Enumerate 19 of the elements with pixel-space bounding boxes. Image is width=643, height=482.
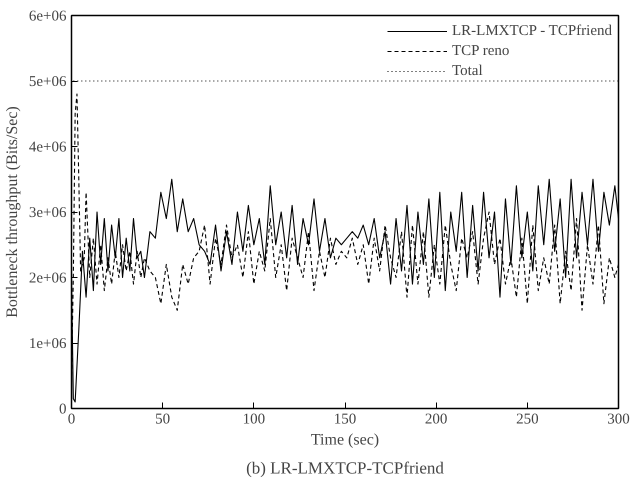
x-tick-label: 50: [155, 412, 170, 428]
x-tick-label: 300: [607, 412, 630, 428]
legend-label: LR-LMXTCP - TCPfriend: [452, 22, 612, 40]
y-tick-label: 5e+06: [28, 74, 67, 90]
x-tick-label: 100: [242, 412, 266, 428]
x-tick-label: 200: [424, 412, 448, 428]
y-tick-label: 2e+06: [28, 270, 67, 286]
y-tick-label: 3e+06: [28, 205, 67, 221]
y-tick-label: 1e+06: [28, 336, 67, 352]
legend-label: TCP reno: [452, 42, 510, 60]
x-axis-title: Time (sec): [310, 432, 380, 448]
legend-label: Total: [452, 62, 483, 80]
y-tick-label: 0: [59, 402, 66, 418]
x-tick-label: 250: [516, 412, 539, 428]
text: (b) LR-LMXTCP-TCPfriend: [246, 458, 444, 478]
x-tick-label: 150: [334, 412, 356, 428]
y-axis-title: Bottleneck throughput (Bits/Sec): [4, 106, 21, 318]
y-tick-label: 6e+06: [28, 8, 67, 24]
y-tick-label: 4e+06: [28, 140, 67, 156]
